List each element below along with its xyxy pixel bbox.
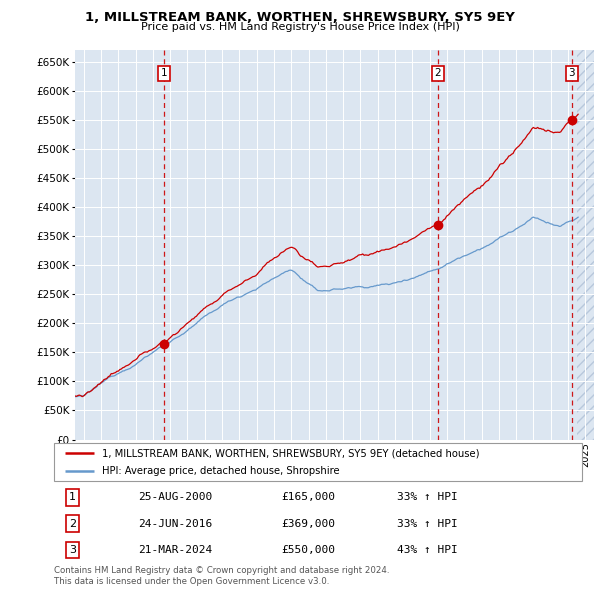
Text: 1, MILLSTREAM BANK, WORTHEN, SHREWSBURY, SY5 9EY: 1, MILLSTREAM BANK, WORTHEN, SHREWSBURY,…: [85, 11, 515, 24]
Text: 33% ↑ HPI: 33% ↑ HPI: [397, 492, 458, 502]
Text: 21-MAR-2024: 21-MAR-2024: [139, 545, 213, 555]
Text: 24-JUN-2016: 24-JUN-2016: [139, 519, 213, 529]
Bar: [577, 50, 600, 440]
Text: 2: 2: [434, 68, 441, 78]
Text: This data is licensed under the Open Government Licence v3.0.: This data is licensed under the Open Gov…: [54, 577, 329, 586]
Text: 43% ↑ HPI: 43% ↑ HPI: [397, 545, 458, 555]
Text: 1: 1: [161, 68, 167, 78]
Text: 3: 3: [69, 545, 76, 555]
Text: 33% ↑ HPI: 33% ↑ HPI: [397, 519, 458, 529]
Text: Price paid vs. HM Land Registry's House Price Index (HPI): Price paid vs. HM Land Registry's House …: [140, 22, 460, 32]
Text: HPI: Average price, detached house, Shropshire: HPI: Average price, detached house, Shro…: [101, 466, 339, 476]
Bar: [577, 50, 600, 440]
Text: 1: 1: [69, 492, 76, 502]
Text: £369,000: £369,000: [281, 519, 335, 529]
Text: 25-AUG-2000: 25-AUG-2000: [139, 492, 213, 502]
Text: £165,000: £165,000: [281, 492, 335, 502]
Text: £550,000: £550,000: [281, 545, 335, 555]
Text: 2: 2: [69, 519, 76, 529]
Text: Contains HM Land Registry data © Crown copyright and database right 2024.: Contains HM Land Registry data © Crown c…: [54, 566, 389, 575]
Text: 1, MILLSTREAM BANK, WORTHEN, SHREWSBURY, SY5 9EY (detached house): 1, MILLSTREAM BANK, WORTHEN, SHREWSBURY,…: [101, 448, 479, 458]
Text: 3: 3: [569, 68, 575, 78]
FancyBboxPatch shape: [54, 442, 582, 481]
